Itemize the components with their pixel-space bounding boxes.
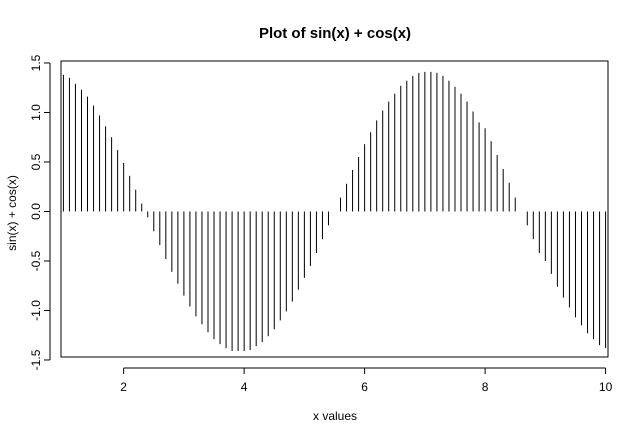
plot-frame [60,60,609,358]
x-tick-label: 4 [241,380,248,394]
y-tick-label: -0.5 [29,250,43,271]
y-axis: -1.5 -1.0 -0.5 0.0 0.5 1.0 1.5 [29,54,51,370]
y-tick-label: 0.5 [29,153,43,170]
y-axis-label: sin(x) + cos(x) [5,175,19,251]
chart-title: Plot of sin(x) + cos(x) [259,25,411,42]
y-tick-label: 1.0 [29,104,43,121]
y-tick-label: -1.0 [29,300,43,321]
x-tick-label: 2 [120,380,127,394]
y-tick-label: 0.0 [29,203,43,220]
x-axis: 2 4 6 8 10 [120,367,613,394]
x-axis-label: x values [313,409,357,423]
data-spikes [62,71,607,352]
y-tick-label: 1.5 [29,54,43,71]
x-tick-label: 8 [482,380,489,394]
x-tick-label: 10 [599,380,613,394]
x-tick-label: 6 [361,380,368,394]
y-tick-label: -1.5 [29,349,43,370]
